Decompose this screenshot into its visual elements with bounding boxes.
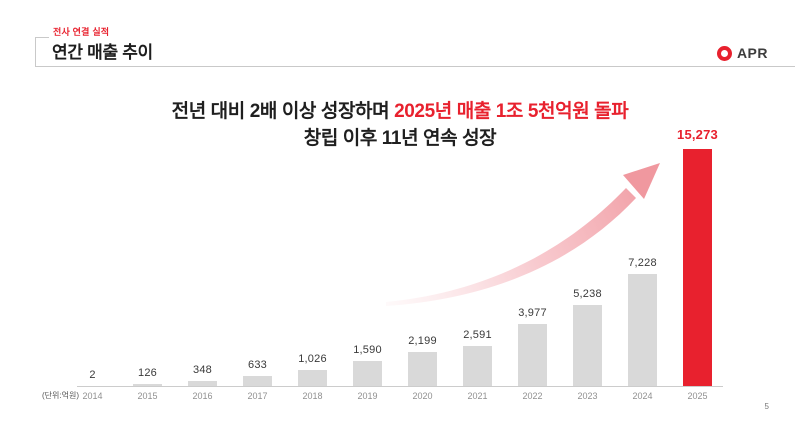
bar-column-2014: 2 [65,120,120,386]
bar-column-2017: 633 [230,120,285,386]
bar [573,304,602,386]
bar-value-label: 7,228 [628,256,657,269]
bar-column-2023: 5,238 [560,120,615,386]
bar-value-label: 126 [138,367,157,380]
bar [353,361,382,386]
bar-value-label: 1,026 [298,353,327,366]
x-axis-tick-label: 2016 [192,391,213,401]
apr-logo-text: APR [736,45,768,61]
bar [243,376,272,386]
bar [188,380,217,386]
bar-value-label: 15,273 [677,127,718,142]
page-title: 연간 매출 추이 [52,43,153,62]
x-axis-tick-label: 2025 [687,391,708,401]
bar-column-2016: 348 [175,120,230,386]
bar-value-label: 3,977 [518,307,547,320]
bar-column-2022: 3,977 [505,120,560,386]
bar-column-2015: 126 [120,120,175,386]
bar [518,324,547,386]
x-axis-tick-label: 2017 [247,391,268,401]
bar [133,384,162,386]
page-number: 5 [764,402,769,411]
headline-line1-black: 전년 대비 2배 이상 성장하며 [171,101,395,122]
bar-value-label: 348 [193,363,212,376]
bar [463,345,492,386]
headline-line1: 전년 대비 2배 이상 성장하며 2025년 매출 1조 5천억원 돌파 [0,98,800,125]
bar [408,351,437,386]
x-axis-tick-label: 2024 [632,391,653,401]
bar-column-2025: 15,273 [670,120,725,386]
x-axis-labels: 2014 2015 2016 2017 2018 2019 2020 2021 2022 2023… [65,391,725,401]
bar-chart: 2 126 348 633 1,026 1,590 2,199 2,591 3,977 5,238… [65,120,725,386]
x-axis-tick-label: 2014 [82,391,103,401]
x-axis-tick-label: 2023 [577,391,598,401]
headline-line2: 창립 이후 11년 연속 성장 [303,128,497,149]
title-bracket-left [35,37,36,66]
bar [298,370,327,386]
x-axis-line [77,386,723,387]
apr-logo: APR [716,45,768,61]
x-axis-tick-label: 2021 [467,391,488,401]
x-axis-tick-label: 2015 [137,391,158,401]
bar-column-2024: 7,228 [615,120,670,386]
bar-value-label: 2 [89,368,96,381]
headline: 전년 대비 2배 이상 성장하며 2025년 매출 1조 5천억원 돌파 창립 … [0,98,800,152]
bar-value-label: 2,591 [463,328,492,341]
x-axis-tick-label: 2022 [522,391,543,401]
x-axis-tick-label: 2018 [302,391,323,401]
bar-column-2020: 2,199 [395,120,450,386]
title-bracket-top [35,37,49,38]
unit-label: (단위:억원) [42,391,79,400]
bar-value-label: 5,238 [573,287,602,300]
bar [628,273,657,386]
header-divider [35,66,795,67]
bar-column-2021: 2,591 [450,120,505,386]
x-axis-tick-label: 2020 [412,391,433,401]
bar-value-label: 2,199 [408,334,437,347]
bar-column-2019: 1,590 [340,120,395,386]
bar-value-label: 1,590 [353,344,382,357]
apr-ring-icon [716,45,732,61]
headline-line1-red: 2025년 매출 1조 5천억원 돌파 [394,101,629,122]
bar [683,149,712,386]
bar-value-label: 633 [248,359,267,372]
bar-column-2018: 1,026 [285,120,340,386]
section-eyebrow: 전사 연결 실적 [53,27,110,37]
x-axis-tick-label: 2019 [357,391,378,401]
